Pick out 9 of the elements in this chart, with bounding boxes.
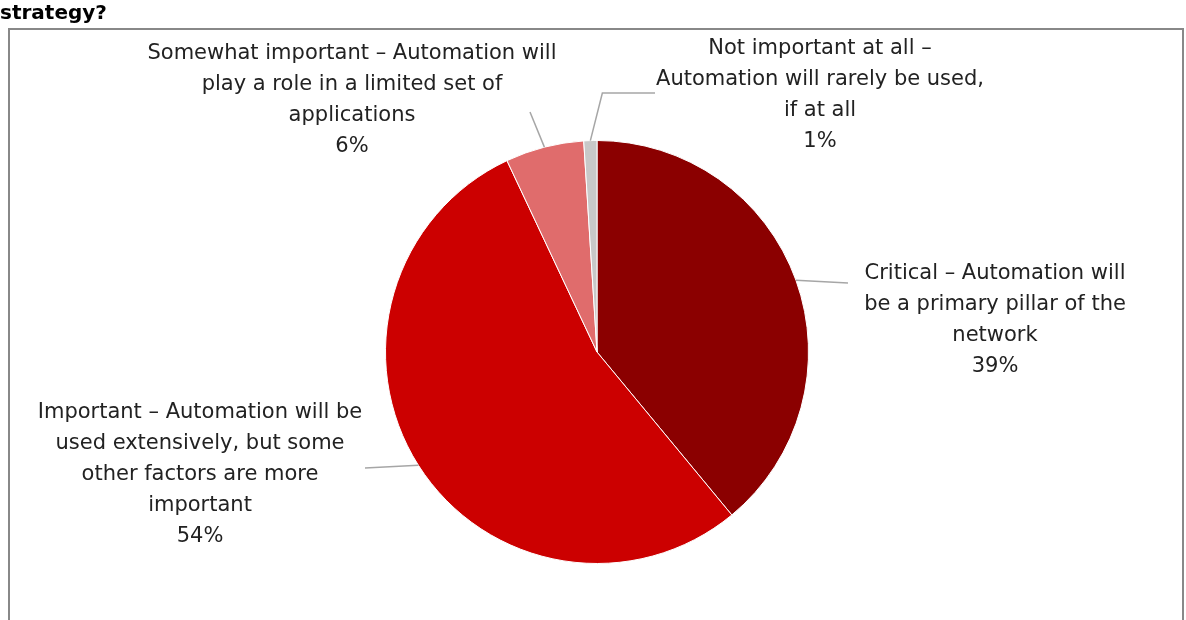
slice-label: Important – Automation will be used extensively, but some other factors are more important bbox=[37, 399, 363, 517]
slice-label: Not important at all – Automation will rarely be used, if at all bbox=[656, 34, 984, 121]
data-label: 54% bbox=[176, 523, 224, 548]
chart-title: strategy? bbox=[0, 0, 107, 26]
slice-label: Critical – Automation will be a primary pillar of the network bbox=[864, 259, 1126, 346]
data-label: 1% bbox=[803, 127, 837, 152]
slice-label: Somewhat important – Automation will play a role in a limited set of applications bbox=[147, 39, 557, 126]
data-label: 6% bbox=[335, 132, 369, 157]
data-label: 39% bbox=[971, 352, 1019, 377]
